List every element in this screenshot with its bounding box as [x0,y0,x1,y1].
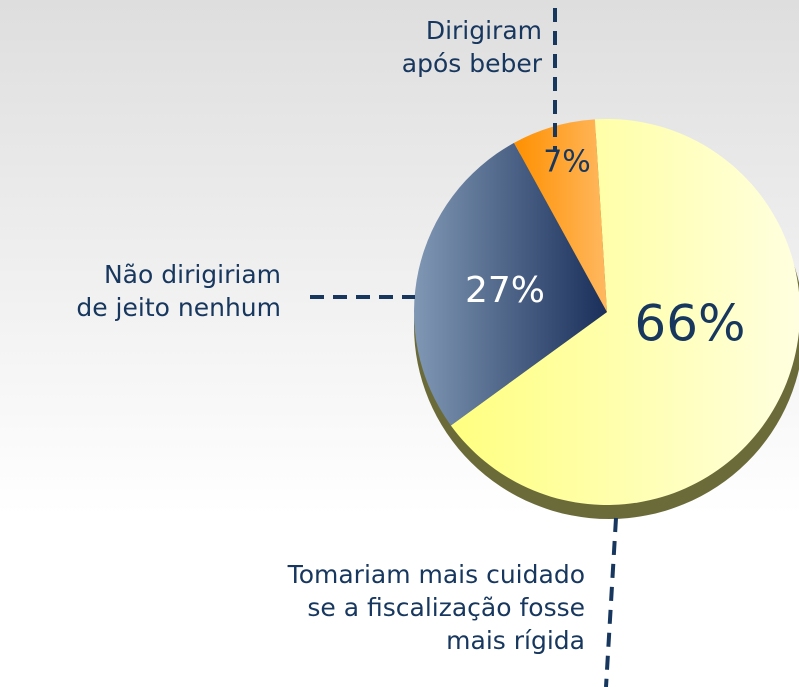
category-label: Não dirigiriam de jeito nenhum [76,260,281,322]
category-label: Dirigiram após beber [401,16,542,78]
value-label: 66% [634,295,745,353]
pie-slice [414,142,607,426]
pie-slice [514,119,607,312]
category-label: Tomariam mais cuidado se a fiscalização … [287,560,585,655]
leader-line [604,517,618,687]
pie-slice [450,119,799,505]
value-label: 7% [543,145,591,180]
value-label: 27% [465,270,545,311]
